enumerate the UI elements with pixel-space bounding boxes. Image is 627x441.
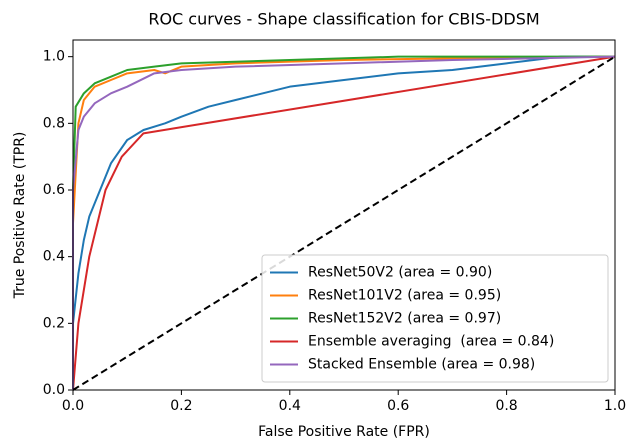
y-tick-label: 1.0 [43,49,65,65]
y-tick-label: 0.8 [43,115,65,131]
x-tick-label: 0.4 [279,398,301,414]
roc-curve [72,55,615,390]
diagonal-line [72,55,616,391]
roc-curve [72,55,616,390]
legend-label: Stacked Ensemble (area = 0.98) [308,357,535,373]
legend-label: ResNet50V2 (area = 0.90) [308,265,492,281]
y-tick-label: 0.4 [43,249,65,265]
chart-title: ROC curves - Shape classification for CB… [148,10,539,29]
x-tick-label: 0.2 [170,398,192,414]
legend-label: Ensemble averaging (area = 0.84) [308,334,554,350]
legend-label: ResNet101V2 (area = 0.95) [308,288,501,304]
y-tick-label: 0.0 [43,382,65,398]
y-tick-label: 0.2 [43,315,65,331]
legend: ResNet50V2 (area = 0.90) ResNet101V2 (are… [261,254,609,383]
x-tick-label: 0.6 [387,398,409,414]
x-tick-label: 0.8 [495,398,517,414]
plot-frame [72,39,616,391]
roc-curve [72,55,616,390]
y-axis-label: True Positive Rate (TPR) [12,132,28,300]
x-tick-label: 1.0 [604,398,626,414]
roc-curve [72,55,615,390]
roc-curve [72,55,616,391]
legend-label: ResNet152V2 (area = 0.97) [308,311,501,327]
x-tick-label: 0.0 [62,398,84,414]
legend-box [261,254,609,383]
x-axis-label: False Positive Rate (FPR) [258,424,430,440]
y-tick-label: 0.6 [43,182,65,198]
